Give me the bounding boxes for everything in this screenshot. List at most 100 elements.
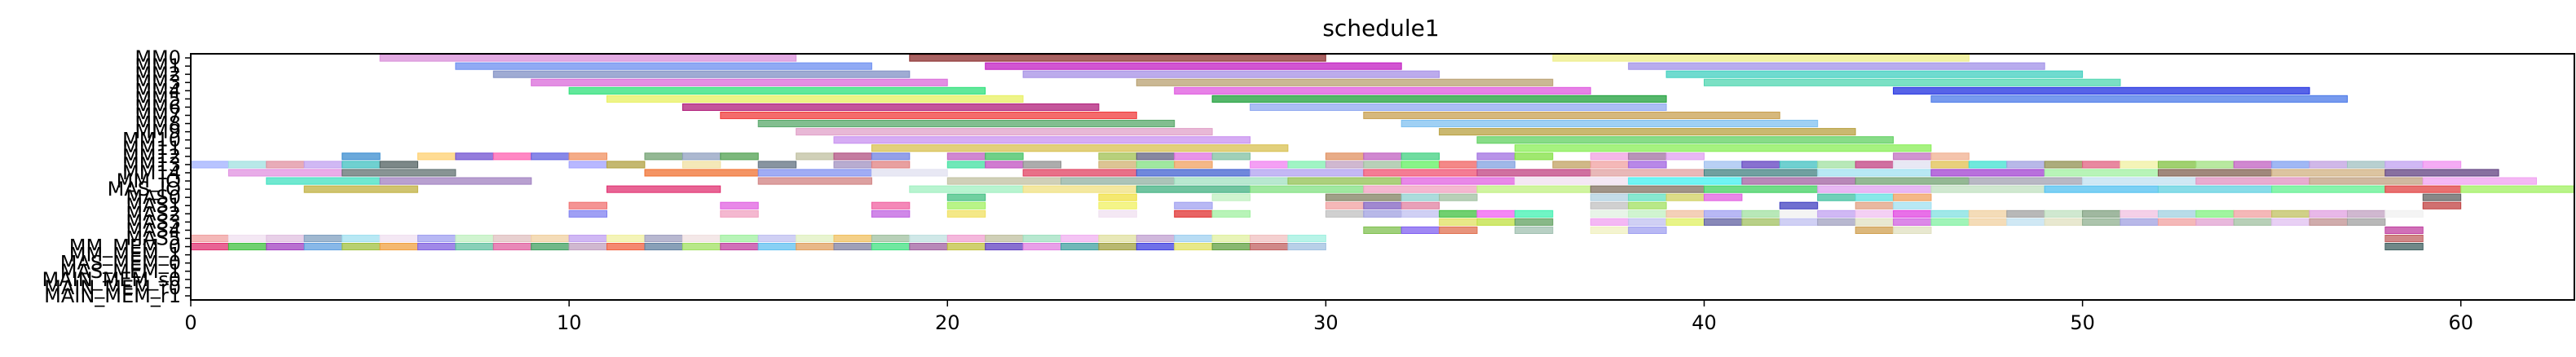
- gantt-bar: [1665, 193, 1705, 201]
- gantt-bar: [1022, 243, 1061, 251]
- gantt-bar: [1514, 226, 1554, 234]
- gantt-bar: [1930, 161, 1969, 169]
- gantt-bar: [796, 152, 835, 161]
- gantt-bar: [1741, 218, 1780, 226]
- gantt-bar: [985, 235, 1024, 243]
- gantt-bar: [1893, 201, 1932, 209]
- gantt-bar: [1325, 193, 1402, 201]
- gantt-bar: [568, 86, 986, 95]
- gantt-bar: [2233, 161, 2273, 169]
- gantt-bar: [1211, 193, 1251, 201]
- gantt-bar: [2309, 209, 2349, 218]
- gantt-bar: [1930, 218, 1969, 226]
- gantt-bar: [342, 152, 381, 161]
- gantt-bar: [1400, 226, 1440, 234]
- gantt-bar: [1250, 169, 1365, 177]
- gantt-bar: [833, 136, 1251, 144]
- gantt-bar: [757, 161, 797, 169]
- gantt-bar: [342, 169, 457, 177]
- y-tick-label: MAS3: [126, 210, 181, 233]
- gantt-bar: [871, 152, 911, 161]
- gantt-bar: [644, 169, 759, 177]
- gantt-bar: [1363, 185, 1478, 193]
- y-tick-label: MAS1: [126, 194, 181, 217]
- gantt-bar: [909, 243, 948, 251]
- gantt-bar: [644, 243, 683, 251]
- y-axis: MM0MM1MM2MM3MM4MM5MM6MM7MM8MM9MM10MM11MM…: [42, 46, 191, 307]
- gantt-bar: [946, 177, 1062, 185]
- gantt-bar: [1741, 177, 1856, 185]
- y-tick-label: MM7: [135, 104, 181, 127]
- gantt-bar: [1098, 235, 1137, 243]
- gantt-bar: [1211, 95, 1667, 103]
- gantt-bar: [1136, 152, 1176, 161]
- gantt-bar: [2309, 218, 2349, 226]
- gantt-bar: [1893, 218, 1932, 226]
- gantt-bar: [1136, 185, 1251, 193]
- gantt-bar: [568, 209, 607, 218]
- gantt-bar: [1930, 152, 1969, 161]
- gantt-bar: [757, 243, 797, 251]
- gantt-bar: [2044, 185, 2159, 193]
- gantt-bar: [1779, 201, 1819, 209]
- gantt-bar: [1628, 209, 1667, 218]
- gantt-bar: [492, 235, 532, 243]
- gantt-bar: [1590, 209, 1630, 218]
- gantt-bar: [531, 78, 948, 86]
- gantt-bar: [1211, 235, 1251, 243]
- gantt-bar: [1930, 169, 2045, 177]
- gantt-bar: [1287, 177, 1402, 185]
- gantt-bar: [1817, 218, 1856, 226]
- gantt-bar: [455, 243, 494, 251]
- gantt-bar: [2422, 201, 2462, 209]
- gantt-bar: [2195, 209, 2234, 218]
- gantt-bar: [1590, 161, 1630, 169]
- gantt-bar: [1363, 169, 1478, 177]
- chart-title: schedule1: [1322, 15, 1439, 42]
- gantt-bar: [1211, 243, 1251, 251]
- y-tick-label: MAS_MEM_1: [60, 260, 181, 283]
- gantt-bar: [1893, 209, 1932, 218]
- gantt-bar: [833, 161, 872, 169]
- bars-layer: [190, 54, 2575, 251]
- gantt-bar: [1325, 161, 1365, 169]
- gantt-bar: [1930, 185, 2045, 193]
- gantt-bar: [720, 243, 759, 251]
- gantt-bar: [2384, 161, 2424, 169]
- gantt-bar: [1628, 62, 2045, 70]
- gantt-bar: [492, 243, 532, 251]
- gantt-bar: [379, 235, 419, 243]
- gantt-bar: [2195, 177, 2310, 185]
- gantt-bar: [1098, 243, 1137, 251]
- gantt-bar: [607, 235, 646, 243]
- y-tick-label: MAS4: [126, 218, 181, 241]
- gantt-bar: [607, 243, 646, 251]
- gantt-bar: [1136, 243, 1176, 251]
- gantt-bar: [266, 235, 305, 243]
- gantt-bar: [1590, 201, 1630, 209]
- gantt-bar: [568, 152, 607, 161]
- gantt-bar: [2347, 218, 2386, 226]
- gantt-bar: [2422, 193, 2462, 201]
- gantt-bar: [190, 243, 229, 251]
- gantt-bar: [568, 161, 607, 169]
- gantt-bar: [1287, 161, 1326, 169]
- y-tick-label: MM0: [135, 46, 181, 69]
- gantt-bar: [2158, 161, 2197, 169]
- gantt-bar: [2158, 169, 2273, 177]
- gantt-bar: [2006, 218, 2045, 226]
- gantt-bar: [833, 235, 872, 243]
- gantt-bar: [985, 161, 1024, 169]
- gantt-bar: [1779, 209, 1819, 218]
- gantt-bar: [1930, 209, 1969, 218]
- gantt-bar: [1363, 112, 1780, 120]
- gantt-bar: [757, 120, 1176, 128]
- gantt-bar: [1325, 209, 1365, 218]
- gantt-bar: [720, 201, 759, 209]
- gantt-bar: [1704, 78, 2121, 86]
- gantt-bar: [2119, 209, 2159, 218]
- gantt-bar: [644, 152, 683, 161]
- gantt-bar: [342, 235, 381, 243]
- gantt-bar: [607, 161, 646, 169]
- gantt-bar: [1022, 235, 1061, 243]
